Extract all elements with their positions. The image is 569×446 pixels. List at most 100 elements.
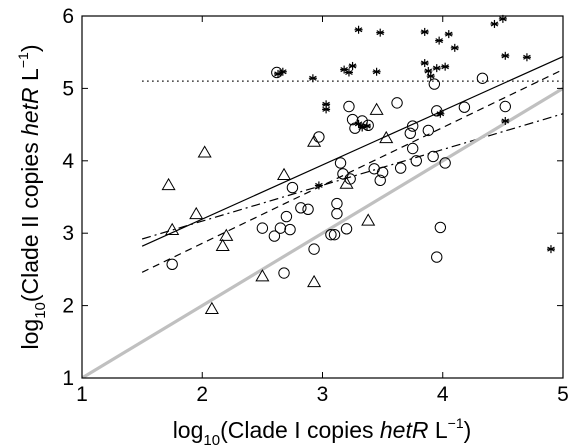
data-points: [161, 14, 555, 314]
circle-point: [431, 105, 443, 117]
circle-point: [280, 210, 293, 223]
y-label-base: 10: [32, 302, 49, 319]
x-label-close: ): [464, 417, 472, 443]
asterisk-point: [501, 51, 510, 60]
circle-point: [422, 124, 435, 137]
circle-point: [394, 162, 407, 174]
circle-point: [256, 222, 269, 234]
y-label-unit: L: [17, 68, 43, 87]
triangle-point: [361, 213, 376, 226]
triangle-point: [339, 176, 354, 189]
triangle-point: [276, 167, 292, 181]
x-tick-label: 3: [317, 383, 329, 406]
asterisk-point: [308, 74, 317, 83]
circle-point: [340, 223, 353, 235]
y-axis-label: log10(Clade II copies hetR L−1): [15, 44, 49, 349]
asterisk-point: [546, 245, 555, 254]
circle-point: [458, 101, 471, 113]
circle-point: [284, 223, 296, 236]
line-dashed: [141, 69, 563, 273]
triangle-point: [369, 102, 384, 115]
triangle-point: [255, 269, 270, 282]
circle-point: [328, 228, 341, 241]
plot-frame: [81, 15, 564, 379]
asterisk-point: [450, 43, 459, 52]
circle-point: [286, 181, 299, 194]
asterisk-point: [432, 64, 441, 73]
triangle-point: [307, 274, 322, 288]
y-tick-label: 5: [62, 77, 74, 100]
asterisk-point: [278, 67, 287, 76]
asterisk-point: [354, 25, 363, 34]
x-axis-label: log10(Clade I copies hetR L−1): [173, 415, 472, 446]
asterisk-point: [420, 27, 429, 36]
line-solid: [141, 55, 563, 247]
triangle-point: [161, 177, 176, 191]
circle-point: [166, 258, 178, 271]
asterisk-point: [522, 53, 531, 62]
x-label-base: 10: [203, 432, 220, 446]
asterisk-point: [348, 61, 357, 70]
circle-point: [278, 267, 290, 279]
y-tick-label: 3: [62, 222, 74, 245]
circle-point: [427, 150, 439, 163]
circle-point: [343, 100, 355, 113]
asterisk-point: [444, 30, 453, 39]
asterisk-point: [426, 72, 435, 81]
asterisk-point: [344, 68, 353, 77]
triangle-point: [204, 301, 219, 314]
circle-point: [406, 120, 419, 132]
line-solid-thick: [82, 87, 563, 378]
asterisk-point: [362, 122, 371, 131]
x-tick-label: 5: [557, 383, 569, 406]
circle-point: [344, 173, 356, 185]
circle-point: [325, 228, 337, 241]
axis-ticks: 1 2 3 4 5 1 2 3 4 5 6: [62, 5, 569, 406]
x-label-unit: L: [428, 417, 447, 443]
triangle-point: [215, 238, 230, 251]
circle-point: [391, 97, 403, 109]
asterisk-point: [314, 181, 323, 190]
y-tick-label: 1: [62, 367, 74, 390]
triangle-point: [189, 206, 204, 220]
y-tick-label: 6: [62, 5, 74, 28]
circle-point: [374, 174, 386, 187]
asterisk-point: [322, 105, 331, 114]
circle-point: [268, 230, 281, 242]
circle-point: [362, 119, 374, 132]
circle-point: [499, 100, 511, 113]
x-label-log: log: [173, 417, 204, 443]
asterisk-point: [274, 69, 283, 78]
asterisk-point: [436, 109, 445, 118]
triangle-point: [379, 130, 394, 144]
asterisk-point: [354, 119, 363, 128]
circle-point: [404, 127, 416, 139]
triangle-point: [307, 134, 322, 147]
asterisk-point: [501, 116, 510, 125]
triangle-point: [197, 145, 212, 158]
circle-point: [308, 243, 320, 255]
x-label-gene: hetR: [380, 417, 429, 443]
asterisk-point: [435, 36, 444, 45]
regression-lines: [82, 55, 563, 378]
x-tick-label: 2: [196, 383, 208, 406]
circle-point: [431, 251, 443, 263]
circle-point: [376, 166, 389, 179]
x-tick-label: 4: [437, 383, 449, 406]
circle-point: [302, 203, 314, 216]
triangle-point: [165, 222, 180, 236]
line-dashdot: [141, 113, 563, 240]
circle-point: [331, 197, 343, 210]
triangle-point: [219, 228, 234, 241]
circle-point: [434, 221, 447, 234]
y-tick-label: 4: [62, 150, 74, 173]
circle-point: [295, 202, 307, 214]
y-label-gene: hetR: [17, 87, 43, 136]
asterisk-point: [490, 19, 499, 28]
circle-point: [334, 157, 347, 169]
x-label-text: (Clade I copies: [220, 417, 380, 443]
circle-point: [476, 72, 489, 84]
asterisk-point: [372, 67, 381, 76]
circle-point: [346, 113, 359, 126]
